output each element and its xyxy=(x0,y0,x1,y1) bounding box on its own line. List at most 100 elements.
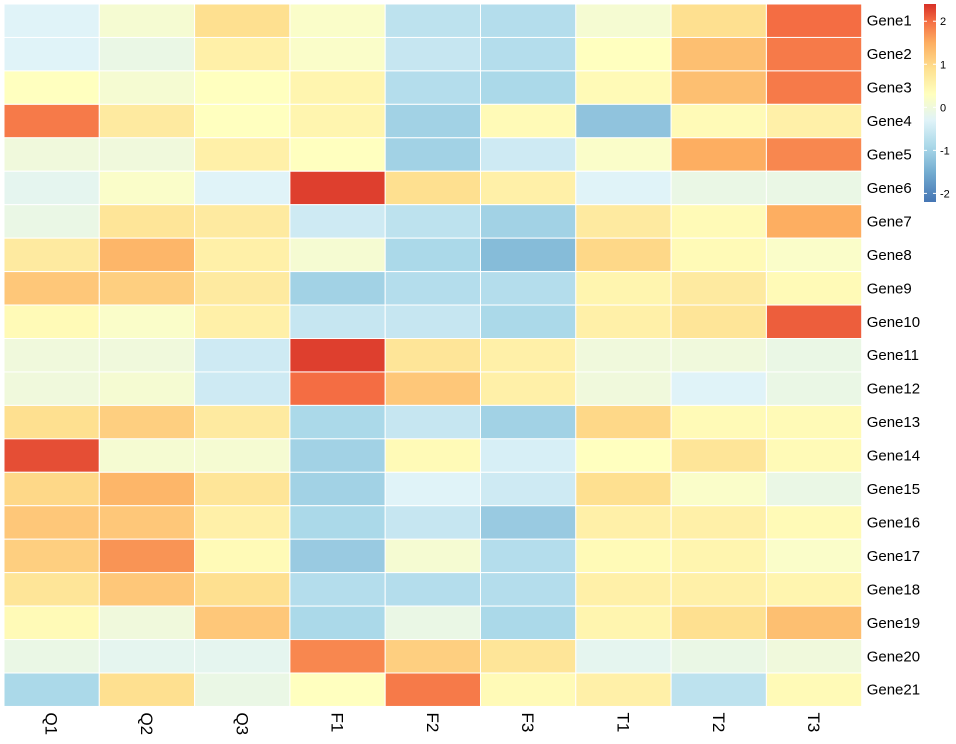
heatmap-cell-gene8-t3 xyxy=(765,237,863,273)
heatmap-cell-gene1-t3 xyxy=(765,3,863,38)
heatmap-cell-gene20-q1 xyxy=(3,639,100,674)
row-label-gene9: Gene9 xyxy=(867,280,912,297)
heatmap-cell-gene11-t2 xyxy=(670,338,767,373)
heatmap-cell-gene7-q1 xyxy=(3,204,100,239)
heatmap-cell-gene14-f1 xyxy=(289,438,386,473)
heatmap-cell-gene8-f2 xyxy=(384,237,482,273)
heatmap-cell-gene11-q3 xyxy=(194,338,291,373)
heatmap-cell-gene4-q2 xyxy=(98,103,196,139)
heatmap-cell-gene15-f2 xyxy=(384,471,482,507)
heatmap-cell-gene19-f2 xyxy=(384,605,482,641)
heatmap-cell-gene15-t2 xyxy=(670,471,767,507)
heatmap-cell-gene15-q3 xyxy=(194,471,291,507)
heatmap-cell-gene16-t3 xyxy=(765,505,863,540)
heatmap-cell-gene6-t3 xyxy=(765,170,863,206)
legend-color-bar xyxy=(924,4,936,202)
heatmap-cell-gene11-f3 xyxy=(480,338,577,373)
heatmap-cell-gene11-f1 xyxy=(289,338,386,373)
heatmap-cell-gene21-f2 xyxy=(384,672,482,707)
heatmap-cell-gene2-t1 xyxy=(575,36,672,72)
heatmap-cell-gene5-q1 xyxy=(3,137,100,172)
heatmap-cell-gene1-q1 xyxy=(3,3,100,38)
heatmap-cell-gene17-f3 xyxy=(480,538,577,574)
heatmap-cell-gene13-t3 xyxy=(765,404,863,440)
heatmap-cell-gene3-q3 xyxy=(194,70,291,105)
column-label-t3: T3 xyxy=(804,712,823,732)
heatmap-cell-gene13-f1 xyxy=(289,404,386,440)
heatmap-cell-gene18-t3 xyxy=(765,572,863,607)
heatmap-cell-gene11-f2 xyxy=(384,338,482,373)
row-label-gene19: Gene19 xyxy=(867,615,920,632)
row-label-gene14: Gene14 xyxy=(867,448,920,465)
heatmap-cell-gene8-q3 xyxy=(194,237,291,273)
heatmap-cell-gene14-f3 xyxy=(480,438,577,473)
heatmap-cell-gene18-t2 xyxy=(670,572,767,607)
heatmap-cell-gene17-f2 xyxy=(384,538,482,574)
row-label-gene16: Gene16 xyxy=(867,514,920,531)
heatmap-cell-gene12-t3 xyxy=(765,371,863,406)
heatmap-cell-gene20-f2 xyxy=(384,639,482,674)
row-label-gene10: Gene10 xyxy=(867,314,920,331)
heatmap-cell-gene4-q3 xyxy=(194,103,291,139)
row-label-gene21: Gene21 xyxy=(867,682,920,699)
row-label-gene13: Gene13 xyxy=(867,414,920,431)
heatmap-cell-gene5-f1 xyxy=(289,137,386,172)
heatmap-cell-gene10-f2 xyxy=(384,304,482,339)
heatmap-cell-gene19-t2 xyxy=(670,605,767,641)
heatmap-cell-gene7-f3 xyxy=(480,204,577,239)
heatmap-cell-gene20-q3 xyxy=(194,639,291,674)
heatmap-cell-gene19-q2 xyxy=(98,605,196,641)
heatmap-cell-gene15-f1 xyxy=(289,471,386,507)
column-label-f1: F1 xyxy=(328,712,347,732)
heatmap-cell-gene12-q1 xyxy=(3,371,100,406)
heatmap-cell-gene16-f2 xyxy=(384,505,482,540)
heatmap-cell-gene4-f1 xyxy=(289,103,386,139)
heatmap-cell-gene10-q1 xyxy=(3,304,100,339)
column-label-q3: Q3 xyxy=(232,712,251,735)
heatmap-cell-gene16-q3 xyxy=(194,505,291,540)
heatmap-cell-gene21-t2 xyxy=(670,672,767,707)
heatmap-cell-gene5-f3 xyxy=(480,137,577,172)
heatmap-cell-gene14-t3 xyxy=(765,438,863,473)
heatmap-cell-gene11-q1 xyxy=(3,338,100,373)
heatmap-cell-gene4-q1 xyxy=(3,103,100,139)
heatmap-cell-gene11-t1 xyxy=(575,338,672,373)
heatmap-cell-gene17-t1 xyxy=(575,538,672,574)
heatmap-cell-gene14-q3 xyxy=(194,438,291,473)
row-label-gene17: Gene17 xyxy=(867,548,920,565)
heatmap-cell-gene20-t3 xyxy=(765,639,863,674)
heatmap-cell-gene7-t1 xyxy=(575,204,672,239)
heatmap-cell-gene20-f3 xyxy=(480,639,577,674)
heatmap-cell-gene9-f3 xyxy=(480,271,577,306)
heatmap-cell-gene8-t1 xyxy=(575,237,672,273)
heatmap-cell-gene17-t2 xyxy=(670,538,767,574)
heatmap-cell-gene9-q3 xyxy=(194,271,291,306)
heatmap-cell-gene18-q1 xyxy=(3,572,100,607)
heatmap-cell-gene20-q2 xyxy=(98,639,196,674)
heatmap-cell-gene10-t1 xyxy=(575,304,672,339)
heatmap-cell-gene17-q1 xyxy=(3,538,100,574)
heatmap-cell-gene18-f2 xyxy=(384,572,482,607)
heatmap-cell-gene19-t1 xyxy=(575,605,672,641)
heatmap-cell-gene13-t1 xyxy=(575,404,672,440)
heatmap-cell-gene21-q3 xyxy=(194,672,291,707)
heatmap-cell-gene1-f1 xyxy=(289,3,386,38)
heatmap-cell-gene15-t1 xyxy=(575,471,672,507)
heatmap-cell-gene8-f3 xyxy=(480,237,577,273)
legend-tick-label: -1 xyxy=(940,145,950,157)
column-label-f2: F2 xyxy=(423,712,442,732)
heatmap-cell-gene14-t2 xyxy=(670,438,767,473)
heatmap-cell-gene10-q2 xyxy=(98,304,196,339)
heatmap-cell-gene8-q1 xyxy=(3,237,100,273)
heatmap-cell-gene7-f1 xyxy=(289,204,386,239)
heatmap-cell-gene11-t3 xyxy=(765,338,863,373)
heatmap-cell-gene14-q1 xyxy=(3,438,100,473)
row-label-gene15: Gene15 xyxy=(867,481,920,498)
row-label-gene7: Gene7 xyxy=(867,213,912,230)
heatmap-cell-gene13-q2 xyxy=(98,404,196,440)
column-label-t2: T2 xyxy=(709,712,728,732)
heatmap-cell-gene4-t1 xyxy=(575,103,672,139)
heatmap-cell-gene6-f3 xyxy=(480,170,577,206)
row-label-gene12: Gene12 xyxy=(867,381,920,398)
